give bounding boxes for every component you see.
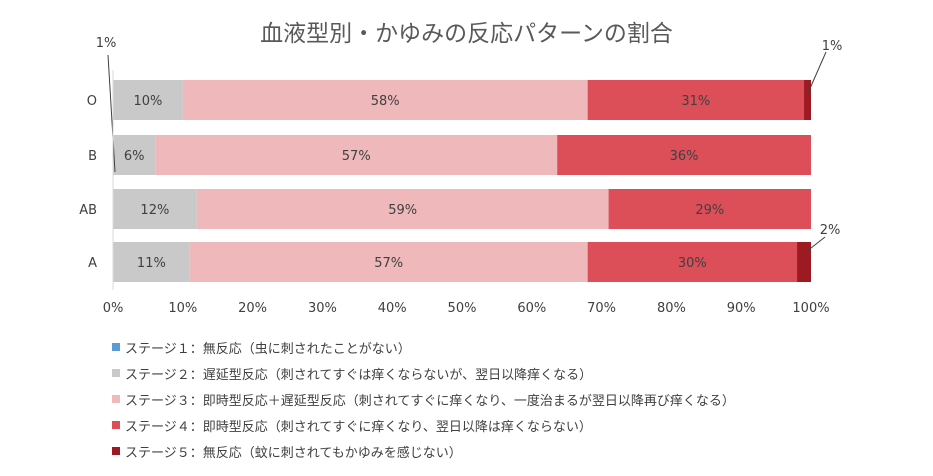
bar-segment — [113, 80, 183, 120]
bar-segment — [113, 189, 197, 229]
x-tick-label: 10% — [168, 301, 197, 316]
callout-label: 1% — [96, 36, 117, 51]
data-label: 10% — [133, 94, 162, 109]
data-label: 12% — [140, 203, 169, 218]
x-tick-label: 100% — [792, 301, 829, 316]
x-tick-label: 90% — [727, 301, 756, 316]
legend-item: ステージ５：無反応（蚊に刺されてもかゆみを感じない） — [112, 438, 735, 464]
legend-swatch — [112, 369, 120, 377]
callout-leader-line — [107, 54, 116, 173]
x-tick-label: 60% — [517, 301, 546, 316]
legend-swatch — [112, 395, 120, 403]
bar-segment — [608, 189, 811, 229]
legend-item: ステージ４：即時型反応（刺されてすぐに痒くなり、翌日以降は痒くならない） — [112, 412, 735, 438]
legend-label: ステージ４：即時型反応（刺されてすぐに痒くなり、翌日以降は痒くならない） — [125, 419, 592, 435]
data-label: 11% — [137, 256, 166, 271]
x-tick-label: 70% — [587, 301, 616, 316]
bar-segment — [113, 135, 156, 175]
data-label: 36% — [670, 149, 699, 164]
legend-label: ステージ１：無反応（虫に刺されたことがない） — [125, 341, 411, 357]
legend-swatch — [112, 343, 120, 351]
legend: ステージ１：無反応（虫に刺されたことがない） ステージ２：遅延型反応（刺されてすぐ… — [112, 334, 735, 464]
callout-label: 1% — [822, 39, 843, 54]
bar-segment — [587, 242, 798, 282]
x-tick-label: 50% — [448, 301, 477, 316]
bar-segment — [797, 242, 811, 282]
data-label: 57% — [342, 149, 371, 164]
data-label: 6% — [124, 149, 145, 164]
legend-swatch — [112, 447, 120, 455]
bar-segment — [182, 80, 588, 120]
bar-segment — [196, 189, 609, 229]
legend-swatch — [112, 421, 120, 429]
category-labels-layer: O B AB A — [79, 94, 97, 271]
callout-leader-line — [807, 51, 827, 94]
category-label: AB — [79, 203, 97, 218]
legend-item: ステージ１：無反応（虫に刺されたことがない） — [112, 334, 735, 360]
x-tick-label: 40% — [378, 301, 407, 316]
x-tick-labels-layer: 0% 10% 20% 30% 40% 50% 60% 70% 80% 90% 100% — [103, 301, 830, 316]
data-label: 57% — [374, 256, 403, 271]
legend-item: ステージ３：即時型反応＋遅延型反応（刺されてすぐに痒くなり、一度治まるが翌日以降… — [112, 386, 735, 412]
category-label: O — [87, 94, 97, 109]
bar-segment — [557, 135, 811, 175]
data-label: 29% — [695, 203, 724, 218]
x-tick-label: 0% — [103, 301, 124, 316]
category-label: A — [88, 256, 97, 271]
legend-label: ステージ５：無反応（蚊に刺されてもかゆみを感じない） — [125, 445, 462, 461]
bar-segment — [155, 135, 558, 175]
chart-title: 血液型別・かゆみの反応パターンの割合 — [260, 21, 673, 47]
data-label: 31% — [681, 94, 710, 109]
x-tick-label: 30% — [308, 301, 337, 316]
callout-label: 2% — [820, 223, 841, 238]
category-label: B — [88, 149, 97, 164]
bar-segment — [189, 242, 588, 282]
legend-item: ステージ２：遅延型反応（刺されてすぐは痒くならないが、翌日以降痒くなる） — [112, 360, 735, 386]
callouts-layer: 1% 1% 2% — [96, 36, 843, 253]
x-tick-label: 80% — [657, 301, 686, 316]
x-tick-label: 20% — [238, 301, 267, 316]
bar-segment — [587, 80, 805, 120]
data-label: 58% — [371, 94, 400, 109]
bar-segment — [113, 242, 190, 282]
legend-label: ステージ３：即時型反応＋遅延型反応（刺されてすぐに痒くなり、一度治まるが翌日以降… — [125, 393, 735, 409]
bar-segment — [804, 80, 811, 120]
data-label: 59% — [388, 203, 417, 218]
bars-layer — [113, 80, 811, 282]
labels-layer: 10% 58% 31% 6% 57% 36% 12% 59% 29% 11% 57% 30% — [124, 94, 724, 271]
callout-leader-line — [805, 236, 826, 253]
legend-label: ステージ２：遅延型反応（刺されてすぐは痒くならないが、翌日以降痒くなる） — [125, 367, 593, 383]
data-label: 30% — [678, 256, 707, 271]
